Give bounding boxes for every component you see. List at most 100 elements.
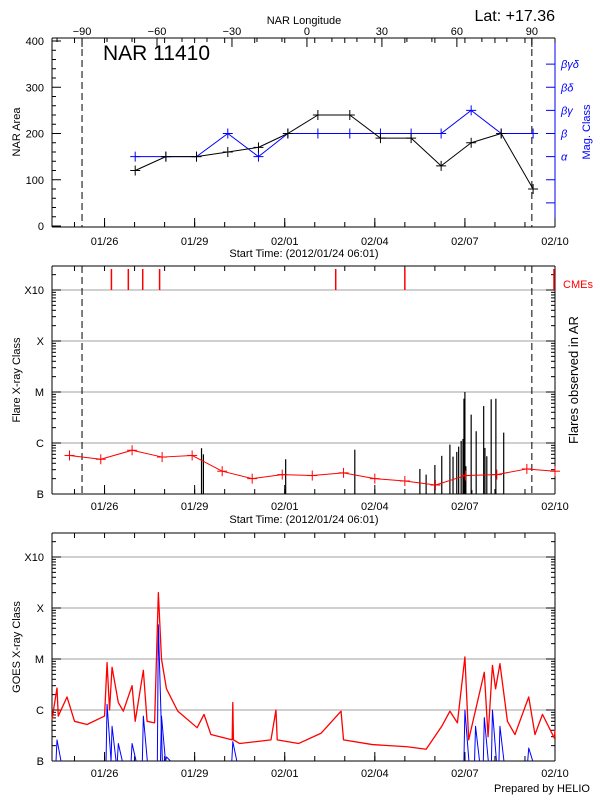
flare-background-point — [369, 473, 380, 484]
panel2-y2label: Flares observed in AR — [566, 316, 581, 444]
goes-short-channel-spike — [527, 747, 534, 762]
credit-label: Prepared by HELIO — [494, 783, 590, 795]
panel2-x-tick-label: 02/04 — [361, 501, 389, 513]
panel2-y-tick-label: X — [37, 336, 45, 348]
nar-area-point — [312, 110, 323, 120]
nar-area-line — [135, 114, 534, 190]
nar-area-point — [191, 151, 202, 162]
panel1-y-tick-label: 100 — [26, 175, 44, 187]
panel1-top-tick-label: −60 — [148, 26, 167, 38]
panel1-y2-tick-label: βδ — [560, 82, 574, 94]
panel2-x-tick-label: 01/29 — [181, 501, 209, 513]
panel3-y-tick-label: X10 — [24, 552, 44, 564]
mag-class-point — [436, 128, 447, 139]
panel3-x-tick-label: 02/04 — [361, 768, 389, 780]
panel3-x-tick-label: 01/26 — [91, 768, 119, 780]
mag-class-line — [135, 109, 534, 158]
goes-short-channel-spike — [165, 756, 171, 762]
panel1-top-tick-label: −90 — [73, 26, 92, 38]
flare-background-point — [217, 466, 228, 477]
flare-background-point — [399, 475, 410, 486]
flare-background-point — [247, 473, 258, 484]
flare-background-point — [338, 467, 349, 478]
goes-short-channel-spike — [498, 725, 505, 762]
goes-short-channel-spike — [110, 725, 117, 762]
panel1-xlabel: Start Time: (2012/01/24 06:01) — [229, 248, 378, 260]
panel1-top-tick-label: 0 — [304, 26, 310, 38]
panel2-x-tick-label: 02/10 — [541, 501, 569, 513]
panel3-y-tick-label: M — [35, 654, 44, 666]
cme-label: CMEs — [563, 279, 593, 291]
mag-class-point — [528, 128, 539, 139]
panel3-y-tick-label: C — [36, 705, 44, 717]
panel2-ylabel: Flare X-ray Class — [11, 337, 23, 422]
flare-background-point — [157, 452, 168, 463]
panel1-y2-tick-label: β — [560, 129, 568, 141]
panel2-y-tick-label: M — [35, 387, 44, 399]
flare-background-point — [460, 470, 471, 481]
panel1-top-tick-label: 90 — [526, 26, 538, 38]
nar-area-point — [130, 165, 141, 176]
panel3-x-tick-label: 02/07 — [451, 768, 479, 780]
goes-short-channel-spike — [482, 717, 489, 762]
goes-short-channel-spike — [474, 725, 481, 762]
goes-long-channel-line — [51, 591, 556, 750]
goes-short-channel-spike — [130, 743, 137, 762]
panel3-ylabel: GOES X-ray Class — [11, 601, 23, 693]
flare-background-point — [430, 480, 441, 491]
goes-short-channel-spike — [490, 709, 497, 762]
mag-class-point — [253, 151, 264, 162]
panel1-y-tick-label: 400 — [26, 36, 44, 48]
goes-short-channel-spike — [463, 709, 470, 762]
panel1-y2-tick-label: α — [561, 152, 568, 164]
nar-area-point — [375, 133, 386, 144]
panel1-x-tick-label: 02/10 — [541, 236, 569, 248]
panel3-x-tick-label: 02/10 — [541, 768, 569, 780]
panel2-y-tick-label: C — [36, 438, 44, 450]
latitude-label: Lat: +17.36 — [474, 8, 555, 25]
flare-background-point — [187, 450, 198, 461]
nar-area-point — [344, 110, 355, 120]
goes-short-channel-spike — [159, 715, 166, 762]
panel1-x-tick-label: 02/07 — [451, 236, 479, 248]
mag-class-point — [130, 151, 141, 162]
region-title: NAR 11410 — [103, 42, 210, 65]
nar-area-point — [222, 147, 233, 157]
panel1-y-tick-label: 200 — [26, 129, 44, 141]
panel2-x-tick-label: 02/01 — [271, 501, 299, 513]
flare-background-point — [127, 445, 138, 456]
nar-area-point — [282, 128, 293, 139]
goes-short-channel-spike — [231, 741, 238, 762]
panel2-xlabel: Start Time: (2012/01/24 06:01) — [229, 514, 378, 526]
panel1-x-tick-label: 01/26 — [91, 236, 119, 248]
flare-background-point — [550, 466, 560, 477]
panel1-y-tick-label: 300 — [26, 82, 44, 94]
flare-background-point — [64, 450, 75, 461]
mag-class-point — [222, 128, 233, 139]
mag-class-point — [312, 128, 323, 139]
panel3-y-tick-label: B — [37, 756, 44, 768]
nar-area-point — [406, 133, 417, 144]
mag-class-point — [344, 128, 355, 139]
panel1-x-tick-label: 02/01 — [271, 236, 299, 248]
flare-background-point — [491, 469, 502, 480]
panel1-y-tick-label: 0 — [38, 221, 44, 233]
flare-background-point — [277, 469, 288, 480]
panel3-x-tick-label: 02/01 — [271, 768, 299, 780]
flare-background-point — [307, 470, 318, 481]
nar-area-point — [436, 160, 447, 171]
panel1-y2-tick-label: βγδ — [560, 59, 580, 71]
goes-short-channel-spike — [105, 703, 112, 762]
panel2-y-tick-label: X10 — [24, 285, 44, 297]
nar-area-point — [466, 137, 477, 148]
panel1-y2-tick-label: βγ — [560, 105, 574, 117]
goes-short-channel-spike — [141, 715, 148, 762]
panel1-ylabel: NAR Area — [11, 107, 23, 157]
panel1-top-tick-label: 60 — [451, 26, 463, 38]
panel3-y-tick-label: X — [37, 603, 45, 615]
panel2-x-tick-label: 02/07 — [451, 501, 479, 513]
goes-short-channel-spike — [116, 743, 123, 762]
flare-background-point — [95, 454, 106, 465]
